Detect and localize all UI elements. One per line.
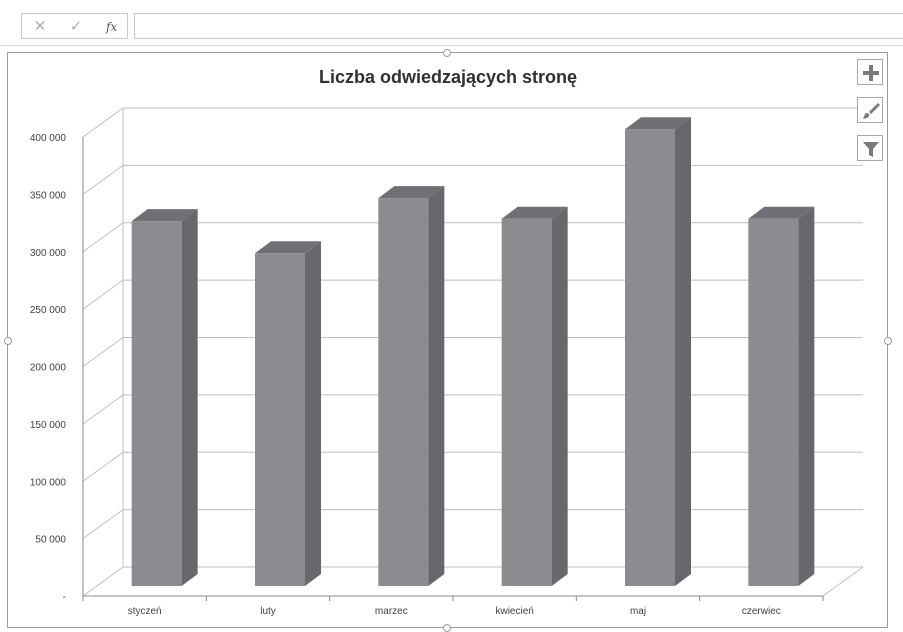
resize-handle-left[interactable] — [4, 337, 12, 345]
plus-icon — [863, 65, 879, 81]
bar-side — [428, 186, 445, 586]
resize-handle-right[interactable] — [884, 337, 892, 345]
close-icon[interactable]: ✕ — [33, 18, 47, 35]
x-tick-label: maj — [630, 606, 646, 617]
formula-buttons: ✕ ✓ fx — [21, 13, 128, 39]
bar-top — [501, 206, 568, 219]
y-tick-label: 150 000 — [30, 420, 67, 431]
x-tick-label: czerwiec — [742, 606, 781, 617]
bar-front — [131, 221, 182, 586]
funnel-icon — [863, 142, 879, 157]
bar-top — [378, 186, 445, 199]
y-tick-label: 400 000 — [30, 133, 67, 144]
bar-side — [551, 206, 568, 587]
bar-side — [181, 209, 198, 586]
chart-filters-button[interactable] — [857, 135, 883, 161]
floor-right-edge — [822, 566, 864, 597]
bar-luty — [255, 241, 321, 586]
checkmark-icon[interactable]: ✓ — [69, 18, 83, 35]
bar-top — [255, 241, 321, 254]
gridline-depth — [82, 451, 124, 482]
insert-function-icon[interactable]: fx — [106, 18, 126, 36]
bar-top — [131, 209, 198, 222]
y-tick-label: 250 000 — [30, 305, 67, 316]
bar-front — [501, 218, 552, 587]
chart-styles-button[interactable] — [857, 97, 883, 123]
y-tick-label: 50 000 — [35, 535, 66, 546]
bar-front — [748, 218, 799, 587]
bar-maj — [625, 117, 691, 587]
bar-styczeń — [131, 209, 198, 586]
gridline-depth — [82, 107, 124, 138]
bar-front — [625, 129, 675, 587]
bar-side — [675, 117, 691, 587]
x-tick-label: kwiecień — [495, 606, 533, 617]
fx-label: fx — [106, 20, 118, 34]
x-tick-label: styczeń — [128, 606, 162, 617]
brush-icon — [863, 103, 880, 119]
bar-front — [255, 253, 305, 586]
gridline-depth — [82, 164, 124, 195]
y-tick-label: 350 000 — [30, 190, 67, 201]
bar-kwiecień — [501, 206, 568, 587]
y-tick-label: 100 000 — [30, 477, 67, 488]
chart-area[interactable]: Liczba odwiedzających stronę - 50 000 100 0… — [7, 52, 888, 628]
x-tick-label: marzec — [375, 606, 408, 617]
bar-side — [305, 241, 321, 586]
gridline-depth — [82, 566, 124, 597]
y-tick-label: - — [63, 592, 66, 603]
chart-plot: Liczba odwiedzających stronę - 50 000 100 0… — [30, 67, 864, 617]
gridline-depth — [82, 394, 124, 425]
chart-elements-button[interactable] — [857, 59, 883, 85]
bar-czerwiec — [748, 206, 815, 587]
bar-top — [748, 206, 815, 219]
gridline-depth — [82, 279, 124, 310]
gridline-depth — [82, 222, 124, 253]
bar-front — [378, 198, 429, 586]
y-tick-label: 200 000 — [30, 363, 67, 374]
x-tick-label: luty — [260, 606, 276, 617]
chart-title: Liczba odwiedzających stronę — [319, 67, 577, 87]
bar-top — [625, 117, 691, 130]
gridline-depth — [82, 509, 124, 540]
gridline-depth — [82, 337, 124, 367]
bar-side — [798, 206, 815, 587]
resize-handle-top[interactable] — [443, 49, 451, 57]
bar-marzec — [378, 186, 445, 586]
formula-bar: ✕ ✓ fx — [0, 0, 903, 46]
y-tick-label: 300 000 — [30, 248, 67, 259]
formula-input[interactable] — [134, 13, 903, 39]
